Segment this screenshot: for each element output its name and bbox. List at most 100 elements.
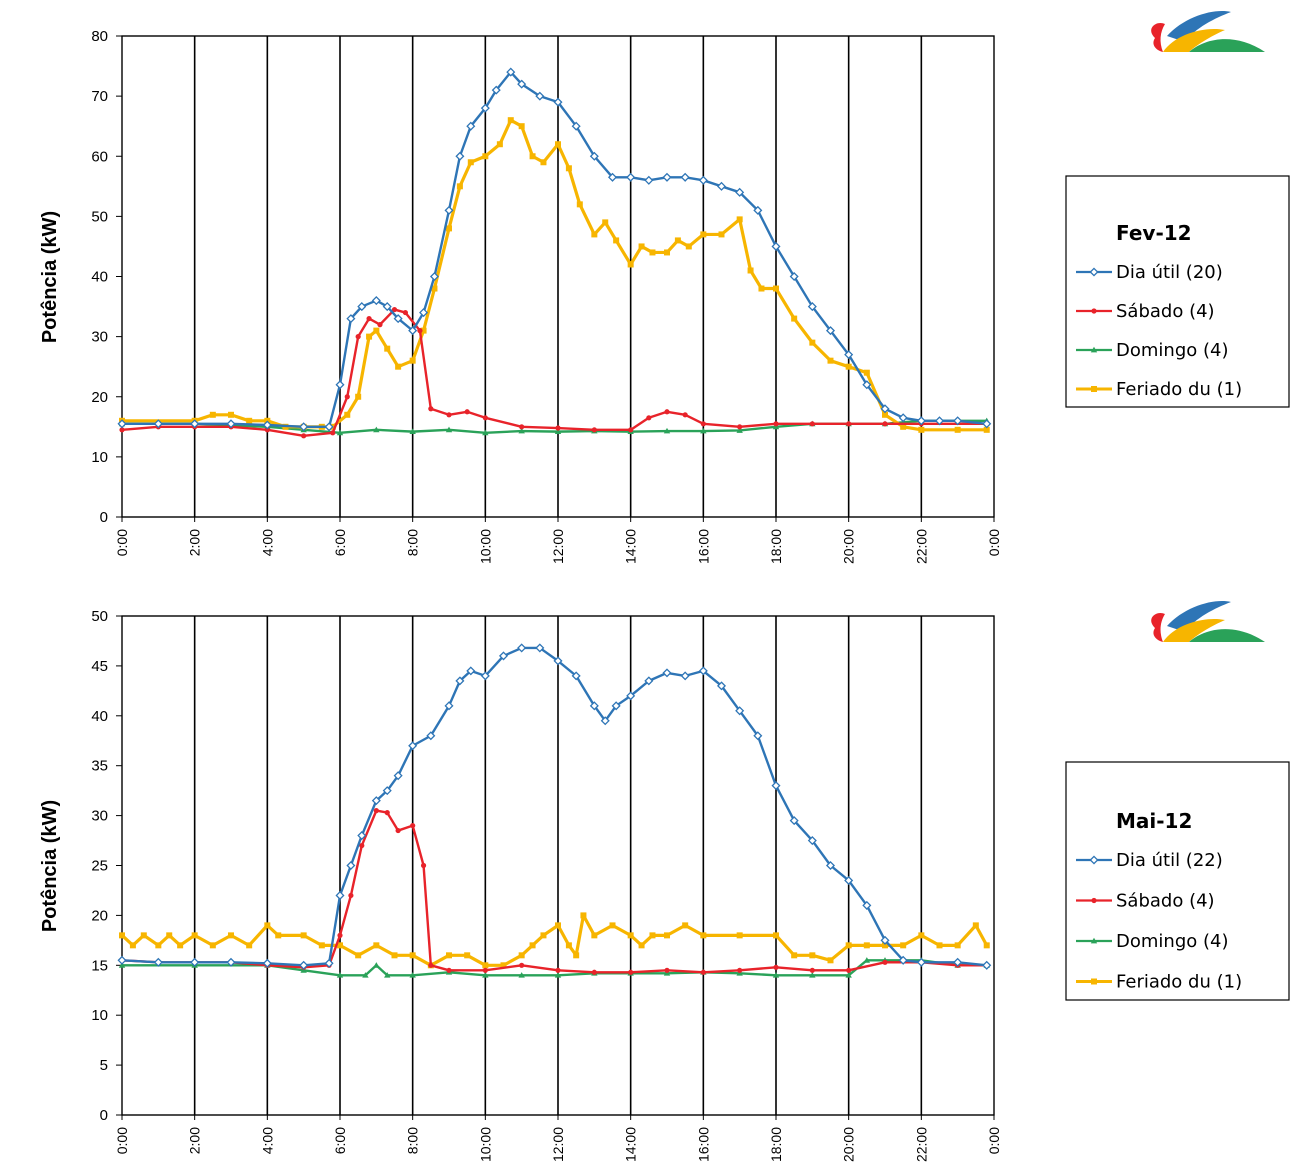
- data-point: [153, 419, 163, 429]
- data-point: [153, 957, 163, 967]
- y-tick-label: 30: [91, 329, 108, 346]
- data-point: [682, 922, 689, 929]
- data-point: [565, 942, 572, 949]
- data-point: [262, 420, 272, 430]
- data-point: [518, 427, 525, 434]
- data-point: [362, 972, 369, 978]
- data-point: [446, 412, 452, 418]
- data-point: [540, 932, 547, 939]
- x-tick-label: 10:00: [477, 1127, 493, 1162]
- legend-marker: [1091, 308, 1097, 314]
- data-point: [166, 932, 173, 939]
- y-tick-label: 50: [91, 608, 108, 625]
- data-point: [972, 922, 979, 929]
- legend-label: Feriado du (1): [1116, 972, 1242, 993]
- y-tick-label: 50: [91, 208, 108, 225]
- data-point: [983, 942, 990, 949]
- legend-label: Dia útil (22): [1116, 850, 1223, 871]
- data-point: [482, 415, 488, 421]
- data-point: [455, 151, 465, 161]
- series-sabado: [119, 306, 990, 439]
- data-point: [771, 781, 781, 791]
- data-point: [391, 306, 398, 313]
- data-point: [429, 271, 439, 282]
- y-tick-label: 10: [91, 449, 108, 466]
- legend-item: Sábado (4): [1076, 301, 1215, 322]
- data-point: [700, 969, 706, 975]
- data-point: [344, 411, 351, 418]
- plot-area: 0 10 20 30 40 50 60 70 80 0:00 2:00 4:00 6:00 8:00 10:…: [91, 28, 1002, 564]
- data-point: [827, 957, 834, 964]
- data-point: [491, 85, 501, 95]
- legend-item: Domingo (4): [1076, 931, 1228, 952]
- data-point: [336, 429, 344, 436]
- x-tick-label: 12:00: [550, 1127, 566, 1162]
- data-point: [662, 668, 672, 678]
- data-point: [299, 422, 309, 432]
- data-point: [496, 141, 503, 148]
- data-point: [773, 285, 779, 292]
- data-point: [613, 237, 620, 244]
- data-point: [791, 952, 798, 959]
- data-point: [772, 972, 780, 978]
- data-point: [191, 932, 198, 939]
- data-point: [357, 831, 367, 841]
- data-point: [301, 433, 307, 439]
- data-point: [391, 952, 398, 959]
- data-point: [700, 427, 707, 434]
- data-point: [518, 123, 525, 130]
- data-point: [384, 345, 391, 352]
- series-line: [121, 308, 987, 438]
- legend-item: Feriado du (1): [1076, 379, 1242, 400]
- data-point: [753, 731, 763, 741]
- data-point: [373, 962, 380, 968]
- legend-mai12: Mai-12 Dia útil (22) Sábado (4) Domingo (4…: [1065, 761, 1290, 1001]
- data-point: [480, 671, 490, 681]
- data-point: [953, 416, 963, 426]
- y-tick-label: 70: [91, 88, 108, 105]
- data-point: [591, 231, 598, 238]
- y-tick-label: 20: [91, 389, 108, 406]
- data-point: [736, 427, 743, 433]
- y-tick-label: 10: [91, 1007, 108, 1024]
- data-point: [371, 296, 381, 306]
- data-point: [529, 942, 536, 949]
- data-point: [700, 932, 707, 939]
- data-point: [898, 413, 908, 423]
- legend-item: Feriado du (1): [1076, 972, 1242, 993]
- data-point: [262, 958, 272, 968]
- data-point: [954, 942, 961, 949]
- x-tick-label: 14:00: [623, 1127, 639, 1162]
- data-point: [646, 415, 652, 421]
- data-point: [420, 327, 427, 334]
- data-point: [627, 261, 634, 268]
- y-tick-label: 0: [100, 509, 108, 526]
- data-point: [246, 942, 253, 949]
- data-point: [716, 181, 727, 191]
- data-point: [880, 404, 890, 414]
- data-point: [417, 328, 423, 334]
- x-tick-label: 6:00: [332, 529, 348, 556]
- data-point: [900, 942, 907, 949]
- x-tick-label: 2:00: [187, 1127, 203, 1154]
- data-point: [747, 267, 754, 274]
- data-point: [685, 243, 692, 250]
- data-point: [555, 425, 561, 431]
- y-tick-label: 45: [91, 658, 108, 675]
- data-point: [571, 121, 581, 131]
- data-point: [825, 326, 836, 336]
- data-point: [664, 967, 670, 973]
- x-tick-label: 0:00: [986, 529, 1002, 556]
- company-logo: [1151, 11, 1265, 52]
- data-point: [366, 333, 373, 340]
- data-point: [609, 922, 616, 929]
- data-point: [482, 972, 489, 978]
- data-point: [576, 201, 583, 208]
- data-point: [409, 357, 416, 364]
- data-point: [680, 671, 690, 681]
- data-point: [498, 651, 509, 661]
- data-point: [409, 972, 416, 978]
- data-point: [844, 875, 854, 885]
- data-point: [718, 231, 725, 238]
- data-point: [466, 666, 476, 676]
